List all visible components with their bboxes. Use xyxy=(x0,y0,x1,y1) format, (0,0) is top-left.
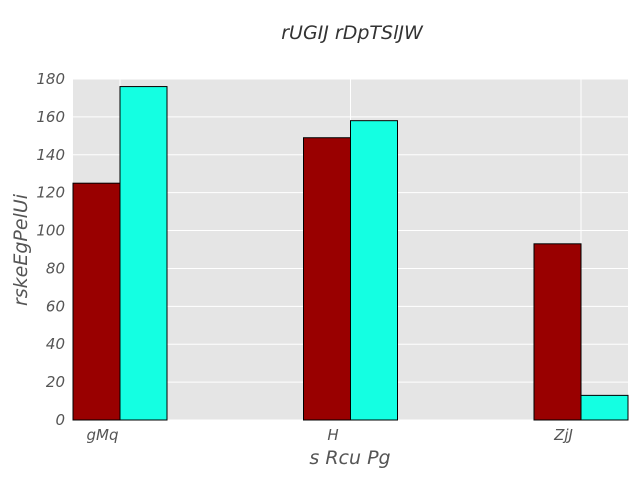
x-tick-label: H xyxy=(327,426,338,444)
y-tick-label: 120 xyxy=(36,184,65,202)
bar-series-2-ZjJ xyxy=(580,394,629,421)
bars-layer xyxy=(72,86,629,421)
y-tick-label: 180 xyxy=(36,70,65,88)
y-tick-label: 160 xyxy=(36,108,65,126)
y-tick-label: 100 xyxy=(36,222,65,240)
y-tick-label: 140 xyxy=(36,146,65,164)
x-tick-labels: gMq H ZjJ xyxy=(87,426,573,444)
y-tick-labels: 0 20 40 60 80 100 120 140 160 180 xyxy=(36,70,65,429)
bar-series-2-gMq xyxy=(119,86,168,421)
x-axis-label: s Rcu Pg xyxy=(309,447,390,469)
bar-series-1-ZjJ xyxy=(533,243,582,421)
bar-series-1-H xyxy=(303,137,351,421)
y-tick-label: 40 xyxy=(46,335,65,353)
y-tick-label: 0 xyxy=(55,411,65,429)
y-tick-label: 20 xyxy=(46,373,65,391)
chart-title: rUGIJ rDpTSlJW xyxy=(281,22,424,44)
y-tick-label: 60 xyxy=(46,297,65,315)
bar-series-1-gMq xyxy=(72,182,121,421)
x-tick-label: gMq xyxy=(87,426,119,444)
y-axis-label: rskeEgPelUi xyxy=(10,193,32,306)
y-tick-label: 80 xyxy=(46,259,65,277)
bar-series-2-H xyxy=(350,120,398,421)
x-tick-label: ZjJ xyxy=(553,426,573,444)
